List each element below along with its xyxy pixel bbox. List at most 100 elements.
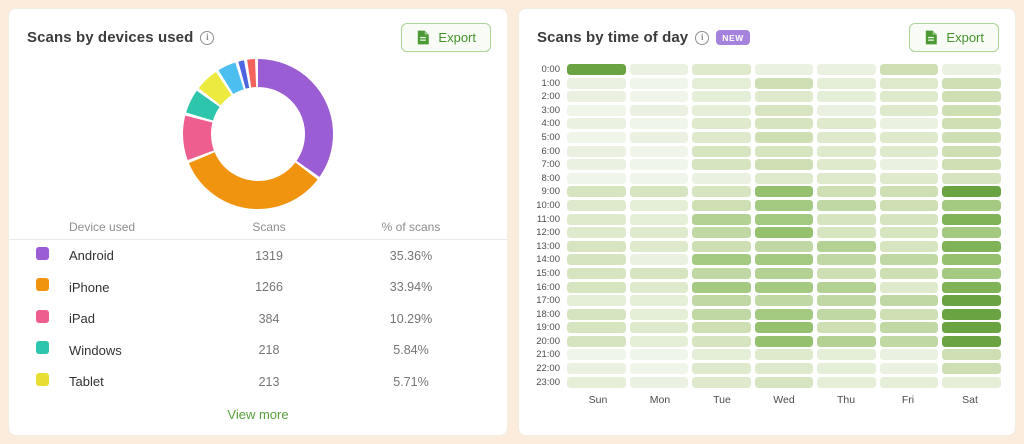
heatmap-cell-wed-16:00[interactable] <box>754 281 814 293</box>
heatmap-cell-thu-11:00[interactable] <box>817 213 876 225</box>
heatmap-cell-sun-22:00[interactable] <box>567 363 626 375</box>
heatmap-cell-thu-1:00[interactable] <box>817 77 876 89</box>
heatmap-cell-thu-8:00[interactable] <box>817 172 876 184</box>
heatmap-cell-sun-10:00[interactable] <box>567 199 626 211</box>
heatmap-cell-sat-22:00[interactable] <box>942 363 1002 375</box>
heatmap-cell-tue-6:00[interactable] <box>692 145 751 157</box>
heatmap-cell-sat-9:00[interactable] <box>942 186 1002 198</box>
heatmap-cell-wed-10:00[interactable] <box>754 199 814 211</box>
heatmap-cell-sun-12:00[interactable] <box>567 227 626 239</box>
heatmap-cell-sat-15:00[interactable] <box>942 267 1002 279</box>
heatmap-cell-wed-7:00[interactable] <box>754 159 814 171</box>
heatmap-cell-mon-10:00[interactable] <box>629 199 689 211</box>
heatmap-cell-sun-23:00[interactable] <box>567 376 626 388</box>
heatmap-cell-thu-16:00[interactable] <box>817 281 876 293</box>
heatmap-cell-sun-20:00[interactable] <box>567 335 626 347</box>
heatmap-cell-mon-2:00[interactable] <box>629 91 689 103</box>
heatmap-cell-mon-0:00[interactable] <box>629 64 689 75</box>
heatmap-cell-sat-23:00[interactable] <box>942 376 1002 388</box>
heatmap-cell-sun-11:00[interactable] <box>567 213 626 225</box>
heatmap-cell-fri-17:00[interactable] <box>879 295 939 307</box>
heatmap-cell-fri-22:00[interactable] <box>879 363 939 375</box>
heatmap-cell-tue-0:00[interactable] <box>692 64 751 75</box>
heatmap-cell-fri-9:00[interactable] <box>879 186 939 198</box>
heatmap-cell-fri-23:00[interactable] <box>879 376 939 388</box>
heatmap-cell-fri-12:00[interactable] <box>879 227 939 239</box>
heatmap-cell-mon-7:00[interactable] <box>629 159 689 171</box>
heatmap-cell-sun-17:00[interactable] <box>567 295 626 307</box>
heatmap-cell-wed-22:00[interactable] <box>754 363 814 375</box>
heatmap-cell-wed-18:00[interactable] <box>754 308 814 320</box>
heatmap-cell-sun-1:00[interactable] <box>567 77 626 89</box>
donut-segment-ipad[interactable] <box>183 59 333 209</box>
heatmap-cell-mon-22:00[interactable] <box>629 363 689 375</box>
export-button[interactable]: Export <box>909 23 999 52</box>
heatmap-cell-fri-3:00[interactable] <box>879 104 939 116</box>
heatmap-cell-sun-18:00[interactable] <box>567 308 626 320</box>
heatmap-cell-tue-22:00[interactable] <box>692 363 751 375</box>
heatmap-cell-mon-1:00[interactable] <box>629 77 689 89</box>
heatmap-cell-sat-6:00[interactable] <box>942 145 1002 157</box>
heatmap-cell-sun-21:00[interactable] <box>567 349 626 361</box>
heatmap-cell-thu-12:00[interactable] <box>817 227 876 239</box>
heatmap-cell-thu-5:00[interactable] <box>817 131 876 143</box>
heatmap-cell-thu-3:00[interactable] <box>817 104 876 116</box>
heatmap-cell-thu-15:00[interactable] <box>817 267 876 279</box>
heatmap-cell-wed-19:00[interactable] <box>754 322 814 334</box>
heatmap-cell-mon-17:00[interactable] <box>629 295 689 307</box>
heatmap-cell-thu-21:00[interactable] <box>817 349 876 361</box>
heatmap-cell-sat-2:00[interactable] <box>942 91 1002 103</box>
heatmap-cell-fri-10:00[interactable] <box>879 199 939 211</box>
heatmap-cell-sat-18:00[interactable] <box>942 308 1002 320</box>
heatmap-cell-tue-20:00[interactable] <box>692 335 751 347</box>
heatmap-cell-wed-6:00[interactable] <box>754 145 814 157</box>
heatmap-cell-tue-17:00[interactable] <box>692 295 751 307</box>
donut-segment-android[interactable] <box>183 59 333 209</box>
heatmap-cell-mon-13:00[interactable] <box>629 240 689 252</box>
heatmap-cell-thu-14:00[interactable] <box>817 254 876 266</box>
heatmap-cell-fri-18:00[interactable] <box>879 308 939 320</box>
heatmap-cell-mon-3:00[interactable] <box>629 104 689 116</box>
heatmap-cell-thu-19:00[interactable] <box>817 322 876 334</box>
heatmap-cell-fri-20:00[interactable] <box>879 335 939 347</box>
heatmap-cell-sat-1:00[interactable] <box>942 77 1002 89</box>
heatmap-cell-sat-0:00[interactable] <box>942 64 1002 75</box>
heatmap-cell-thu-18:00[interactable] <box>817 308 876 320</box>
info-icon[interactable] <box>695 30 710 45</box>
heatmap-cell-sun-0:00[interactable] <box>567 64 626 75</box>
heatmap-cell-sun-14:00[interactable] <box>567 254 626 266</box>
heatmap-cell-wed-8:00[interactable] <box>754 172 814 184</box>
heatmap-cell-mon-20:00[interactable] <box>629 335 689 347</box>
heatmap-cell-tue-2:00[interactable] <box>692 91 751 103</box>
heatmap-cell-sat-10:00[interactable] <box>942 199 1002 211</box>
heatmap-cell-sat-21:00[interactable] <box>942 349 1002 361</box>
heatmap-cell-tue-16:00[interactable] <box>692 281 751 293</box>
heatmap-cell-fri-8:00[interactable] <box>879 172 939 184</box>
heatmap-cell-thu-13:00[interactable] <box>817 240 876 252</box>
heatmap-cell-mon-14:00[interactable] <box>629 254 689 266</box>
heatmap-cell-fri-0:00[interactable] <box>879 64 939 75</box>
heatmap-cell-fri-11:00[interactable] <box>879 213 939 225</box>
heatmap-cell-sat-8:00[interactable] <box>942 172 1002 184</box>
heatmap-cell-mon-16:00[interactable] <box>629 281 689 293</box>
heatmap-cell-sun-6:00[interactable] <box>567 145 626 157</box>
heatmap-cell-thu-20:00[interactable] <box>817 335 876 347</box>
heatmap-cell-fri-1:00[interactable] <box>879 77 939 89</box>
heatmap-cell-sat-13:00[interactable] <box>942 240 1002 252</box>
heatmap-cell-sun-2:00[interactable] <box>567 91 626 103</box>
heatmap-cell-mon-12:00[interactable] <box>629 227 689 239</box>
heatmap-cell-thu-0:00[interactable] <box>817 64 876 75</box>
heatmap-cell-sat-12:00[interactable] <box>942 227 1002 239</box>
heatmap-cell-tue-9:00[interactable] <box>692 186 751 198</box>
heatmap-cell-fri-4:00[interactable] <box>879 118 939 130</box>
heatmap-cell-sun-3:00[interactable] <box>567 104 626 116</box>
heatmap-cell-sun-8:00[interactable] <box>567 172 626 184</box>
heatmap-cell-tue-19:00[interactable] <box>692 322 751 334</box>
heatmap-cell-wed-21:00[interactable] <box>754 349 814 361</box>
heatmap-cell-wed-15:00[interactable] <box>754 267 814 279</box>
heatmap-cell-thu-17:00[interactable] <box>817 295 876 307</box>
heatmap-cell-sun-15:00[interactable] <box>567 267 626 279</box>
heatmap-cell-fri-21:00[interactable] <box>879 349 939 361</box>
heatmap-cell-sat-5:00[interactable] <box>942 131 1002 143</box>
heatmap-cell-wed-11:00[interactable] <box>754 213 814 225</box>
